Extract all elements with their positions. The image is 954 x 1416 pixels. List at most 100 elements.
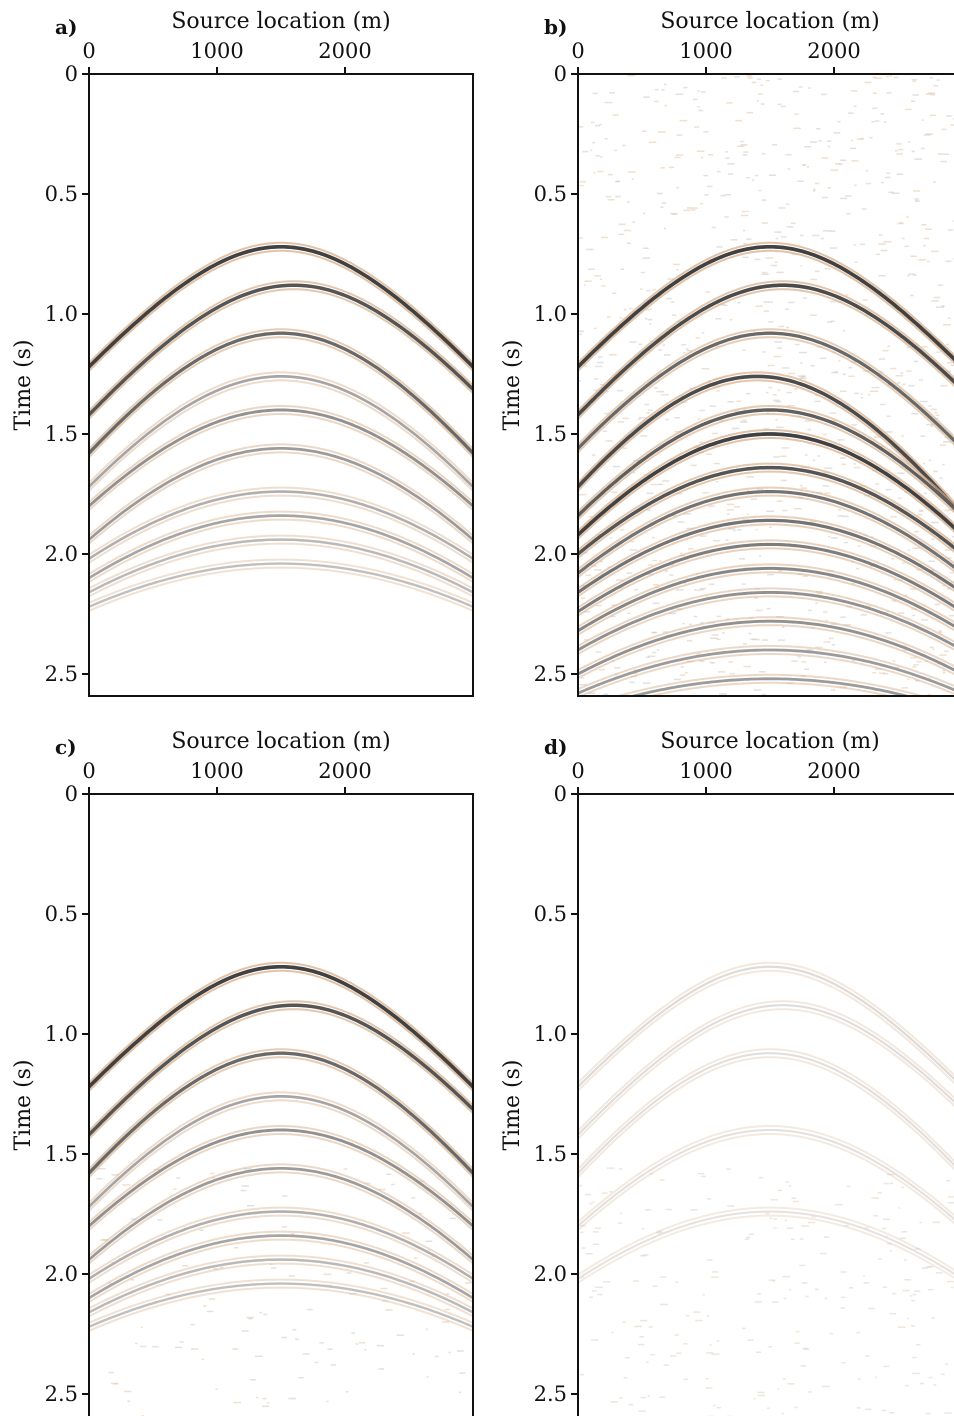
event-6 <box>89 447 473 541</box>
noise-speck <box>464 1282 472 1284</box>
noise-speck <box>925 1266 932 1268</box>
noise-speck <box>709 405 717 407</box>
noise-speck <box>292 1329 297 1331</box>
noise-speck <box>348 1293 357 1295</box>
noise-speck <box>715 345 721 347</box>
noise-speck <box>942 463 945 466</box>
noise-speck <box>659 1396 666 1398</box>
noise-speck <box>871 121 875 123</box>
event-sidelobe <box>578 547 954 617</box>
noise-speck <box>822 1385 830 1388</box>
noise-speck <box>660 167 665 169</box>
noise-speck <box>673 678 681 681</box>
noise-speck <box>780 479 787 482</box>
noise-speck <box>775 419 778 421</box>
noise-speck <box>905 108 912 111</box>
event-sidelobe <box>89 969 473 1092</box>
noise-speck <box>445 1293 450 1295</box>
noise-speck <box>131 1218 137 1220</box>
noise-speck <box>850 147 857 150</box>
noise-speck <box>766 607 771 610</box>
noise-speck <box>820 237 825 240</box>
noise-speck <box>925 133 934 135</box>
event-sidelobe <box>578 624 954 679</box>
noise-speck <box>897 1326 906 1328</box>
noise-speck <box>804 454 808 456</box>
noise-speck <box>808 609 812 612</box>
noise-speck <box>931 250 939 253</box>
plot-area-a <box>89 241 473 612</box>
noise-speck <box>693 615 698 618</box>
noise-speck <box>110 1382 119 1385</box>
panel-a: a) Source location (m) Time (s) 0 1000 2… <box>11 9 474 697</box>
event-6 <box>578 432 954 537</box>
noise-speck <box>662 344 666 346</box>
event-sidelobe <box>89 1254 473 1310</box>
noise-speck <box>716 638 721 640</box>
noise-speck <box>327 1348 333 1350</box>
noise-speck <box>584 639 589 641</box>
y-tick-labels-d: 0 0.5 1.0 1.5 2.0 2.5 <box>534 782 567 1406</box>
noise-speck <box>346 1272 352 1274</box>
noise-speck <box>798 86 803 88</box>
noise-speck <box>677 320 683 323</box>
noise-speck <box>911 1372 920 1375</box>
noise-speck <box>941 305 945 307</box>
x-tick-label: 2000 <box>318 39 371 63</box>
noise-speck <box>821 93 827 96</box>
noise-speck <box>695 653 702 655</box>
noise-speck <box>700 622 704 624</box>
noise-speck <box>810 365 815 367</box>
noise-speck <box>946 115 952 117</box>
noise-speck <box>829 247 837 249</box>
noise-speck <box>792 1200 799 1203</box>
noise-speck <box>755 528 758 531</box>
noise-speck <box>697 1172 705 1175</box>
noise-speck <box>906 370 912 372</box>
noise-speck <box>875 668 883 670</box>
noise-speck <box>919 1382 924 1385</box>
noise-speck <box>669 574 674 576</box>
noise-speck <box>950 1286 954 1289</box>
noise-speck <box>948 614 954 617</box>
noise-speck <box>848 375 855 377</box>
noise-speck <box>579 333 582 335</box>
noise-speck <box>813 188 816 191</box>
noise-speck <box>618 223 626 226</box>
noise-speck <box>716 170 721 173</box>
noise-speck <box>667 278 675 280</box>
noise-speck <box>646 492 654 494</box>
noise-speck <box>936 351 941 353</box>
noise-speck <box>768 1346 773 1348</box>
noise-speck <box>645 1209 651 1211</box>
noise-speck <box>640 1319 648 1322</box>
noise-speck <box>645 656 650 658</box>
event-sidelobe <box>89 534 473 590</box>
noise-speck <box>396 1334 404 1336</box>
noise-speck <box>895 666 900 669</box>
noise-speck <box>97 1168 106 1170</box>
noise-speck <box>880 249 888 252</box>
noise-speck <box>281 1336 288 1339</box>
noise-speck <box>596 533 603 536</box>
noise-speck <box>841 463 846 466</box>
noise-speck <box>896 153 903 155</box>
noise-speck <box>703 174 709 177</box>
noise-speck <box>765 79 770 82</box>
noise-speck <box>841 1362 846 1364</box>
noise-speck <box>851 424 858 426</box>
noise-speck <box>603 693 609 695</box>
noise-speck <box>378 1368 384 1370</box>
noise-speck <box>724 216 729 218</box>
noise-speck <box>914 198 919 200</box>
noise-speck <box>910 294 914 297</box>
noise-speck <box>711 634 719 636</box>
noise-speck <box>614 667 621 669</box>
noise-speck <box>615 579 624 581</box>
noise-speck <box>830 300 837 303</box>
panel-b: b) Source location (m) Time (s) 0 1000 2… <box>500 9 954 697</box>
noise-speck <box>652 1285 658 1287</box>
noise-speck <box>247 1205 255 1207</box>
noise-speck <box>610 491 618 494</box>
x-tick-labels-d: 0 1000 2000 <box>571 759 860 783</box>
